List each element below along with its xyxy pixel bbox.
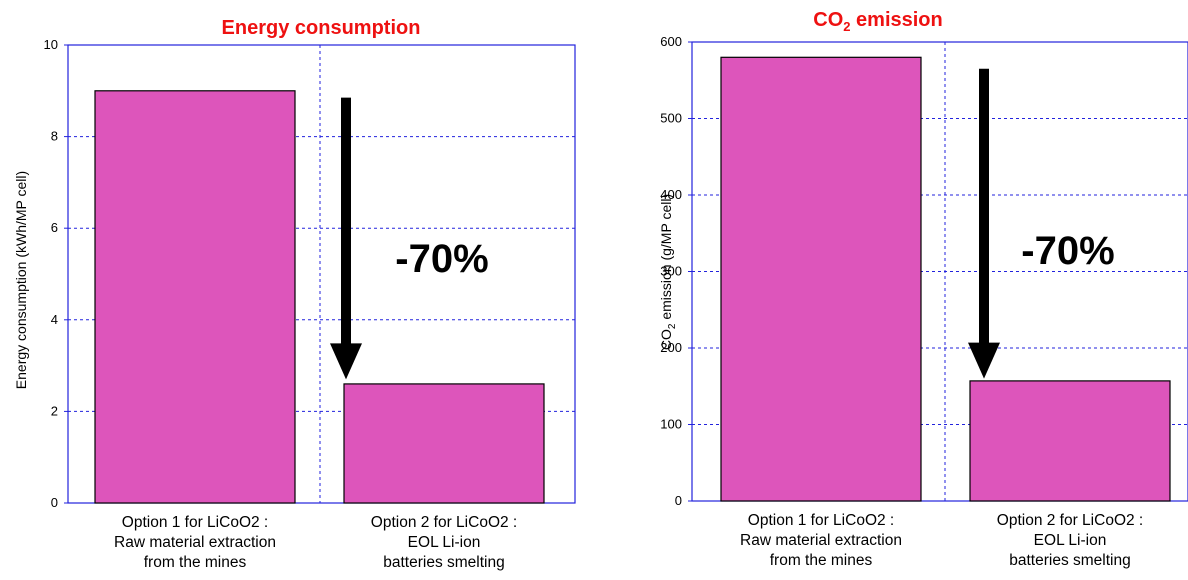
category-label-line: EOL Li-ion — [408, 534, 481, 551]
gridlines — [692, 42, 1188, 501]
reduction-annotation: -70% — [1021, 229, 1114, 273]
y-tick-label: 400 — [660, 187, 682, 202]
arrow-head — [968, 342, 1000, 379]
category-label-line: batteries smelting — [383, 554, 504, 571]
category-label-line: Option 2 for LiCoO2 : — [997, 512, 1143, 529]
y-tick-label: 100 — [660, 417, 682, 432]
y-axis-label: Energy consumption (kWh/MP cell) — [13, 171, 29, 389]
category-label-line: EOL Li-ion — [1034, 532, 1107, 549]
y-tick-label: 6 — [51, 220, 58, 235]
y-tick-label: 600 — [660, 34, 682, 49]
category-label-line: Option 1 for LiCoO2 : — [748, 512, 894, 529]
category-label-line: Raw material extraction — [114, 534, 276, 551]
reduction-annotation: -70% — [395, 237, 488, 281]
plot-frame — [67, 44, 576, 504]
bars — [94, 90, 545, 504]
category-label-line: Option 1 for LiCoO2 : — [122, 514, 268, 531]
chart-title: Energy consumption — [222, 17, 421, 39]
energy-consumption-chart: Energy consumption Energy consumption (k… — [13, 17, 576, 571]
bar — [969, 380, 1171, 502]
y-tick-label: 8 — [51, 129, 58, 144]
y-tick-label: 0 — [51, 495, 58, 510]
bar — [343, 383, 545, 504]
y-ticks: 0 2 4 6 8 10 — [44, 37, 68, 510]
chart-title: CO2 emission — [813, 9, 943, 34]
category-label-line: batteries smelting — [1009, 552, 1130, 569]
category-label-line: from the mines — [144, 554, 247, 571]
y-ticks: 0 100 200 300 400 500 600 — [660, 34, 692, 508]
y-tick-label: 200 — [660, 340, 682, 355]
category-label-line: Raw material extraction — [740, 532, 902, 549]
category-labels: Option 1 for LiCoO2 : Raw material extrac… — [740, 512, 1143, 569]
y-tick-label: 500 — [660, 111, 682, 126]
y-axis-label: CO2 emission (g/MP cell) — [658, 194, 678, 350]
y-tick-label: 4 — [51, 312, 58, 327]
bar — [94, 90, 296, 504]
co2-emission-chart: CO2 emission CO2 emission (g/MP cell) 0 1… — [658, 9, 1188, 569]
y-tick-label: 300 — [660, 264, 682, 279]
reduction-arrow — [330, 97, 362, 380]
category-label-line: from the mines — [770, 552, 873, 569]
category-labels: Option 1 for LiCoO2 : Raw material extrac… — [114, 514, 517, 571]
arrow-head — [330, 343, 362, 380]
bars — [720, 56, 1171, 502]
bar — [720, 56, 922, 502]
y-tick-label: 10 — [44, 37, 58, 52]
reduction-arrow — [968, 68, 1000, 379]
category-label-line: Option 2 for LiCoO2 : — [371, 514, 517, 531]
y-tick-label: 2 — [51, 403, 58, 418]
y-tick-label: 0 — [675, 493, 682, 508]
